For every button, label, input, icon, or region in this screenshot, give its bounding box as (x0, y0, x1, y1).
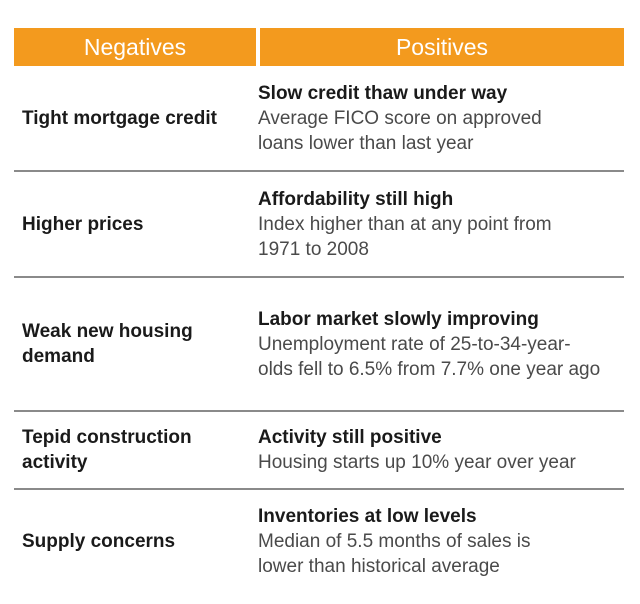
negative-label: Higher prices (22, 213, 144, 235)
table-row: Supply concerns Inventories at low level… (14, 490, 624, 592)
negatives-header: Negatives (14, 28, 256, 66)
positive-title: Affordability still high (258, 188, 454, 210)
positive-description: Median of 5.5 months of sales is lower t… (258, 530, 531, 577)
negative-label: Weak new housing demand (22, 321, 193, 367)
positive-description: Unemployment rate of 25-to-34-year-olds … (258, 333, 601, 380)
positive-description: Housing starts up 10% year over year (258, 452, 576, 473)
positive-title: Labor market slowly improving (258, 308, 539, 330)
negative-label: Tight mortgage credit (22, 107, 217, 129)
positive-description: Index higher than at any point from 1971… (258, 213, 552, 260)
positive-cell: Inventories at low levels Median of 5.5 … (250, 504, 610, 579)
positive-cell: Affordability still high Index higher th… (250, 187, 610, 262)
positives-header: Positives (260, 28, 624, 66)
positive-cell: Slow credit thaw under way Average FICO … (250, 81, 610, 156)
table-row: Tight mortgage credit Slow credit thaw u… (14, 66, 624, 172)
table-row: Tepid construction activity Activity sti… (14, 412, 624, 490)
table-row: Weak new housing demand Labor market slo… (14, 278, 624, 412)
negative-label: Tepid construction activity (22, 427, 192, 473)
table-header: Negatives Positives (14, 28, 624, 66)
positive-title: Activity still positive (258, 427, 442, 448)
table-row: Higher prices Affordability still high I… (14, 172, 624, 278)
negative-label: Supply concerns (22, 530, 176, 552)
positive-description: Average FICO score on approved loans low… (258, 107, 542, 154)
positive-title: Slow credit thaw under way (258, 82, 508, 104)
positive-title: Inventories at low levels (258, 505, 477, 527)
positive-cell: Labor market slowly improving Unemployme… (250, 307, 610, 382)
comparison-table: Negatives Positives Tight mortgage credi… (14, 28, 624, 592)
positive-cell: Activity still positive Housing starts u… (250, 425, 610, 475)
